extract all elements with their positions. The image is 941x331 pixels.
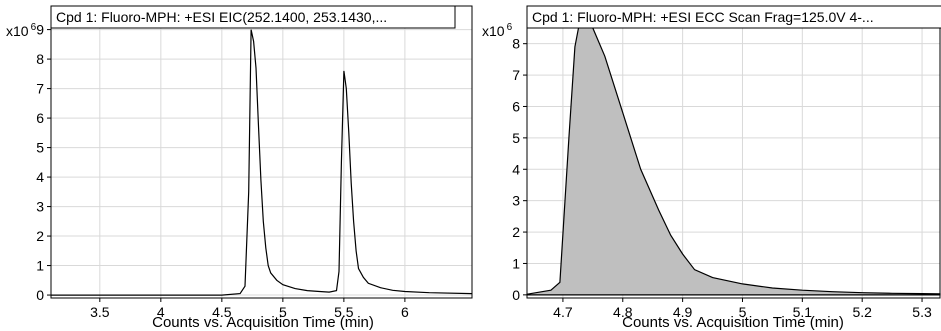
chart-right-y-tick-label-0: 0 [512, 287, 520, 303]
chart-left-y-multiplier: x10 6 [6, 22, 37, 39]
chart-right-y-tick-label-4: 4 [512, 161, 520, 177]
chart-right-x-ticks: 4.7 4.8 4.9 5 5.1 5.2 5.3 [553, 298, 932, 320]
chart-left-x-axis-title: Counts vs. Acquisition Time (min) [152, 314, 374, 331]
chart-right-y-ticks: 0 1 2 3 4 5 6 7 8 [512, 36, 527, 303]
chart-left-x-tick-label-1: 4 [157, 304, 165, 320]
chart-right-y-multiplier-base: x10 [482, 23, 505, 39]
chart-left-x-ticks: 3.5 4 4.5 5 5.5 6 [90, 298, 409, 320]
chart-right-x-tick-label-6: 5.3 [912, 304, 932, 320]
chart-left-title-box [50, 5, 456, 29]
chart-left-title: Cpd 1: Fluoro-MPH: +ESI EIC(252.1400, 25… [56, 9, 387, 25]
chart-right-y-tick-label-5: 5 [512, 130, 520, 146]
chart-right-y-multiplier-exp: 6 [507, 22, 513, 33]
chart-right-y-tick-label-2: 2 [512, 224, 520, 240]
chart-left-grid [51, 6, 472, 298]
chart-left-series-line [51, 29, 473, 296]
chart-right-x-tick-label-1: 4.8 [613, 304, 633, 320]
chart-right-series-area [526, 14, 941, 296]
chart-left-y-tick-label-0: 0 [36, 287, 44, 303]
chart-left-x-tick-label-3: 5 [279, 304, 287, 320]
chart-left-x-tick-label-2: 4.5 [212, 304, 232, 320]
chart-right-y-tick-label-1: 1 [512, 255, 520, 271]
chart-right-y-tick-label-7: 7 [512, 67, 520, 83]
chart-right-x-tick-label-4: 5.1 [793, 304, 813, 320]
chart-right-y-tick-label-6: 6 [512, 98, 520, 114]
chart-right-x-tick-label-3: 5 [739, 304, 747, 320]
chart-right-x-tick-label-5: 5.2 [852, 304, 872, 320]
chart-left-y-tick-label-7: 7 [36, 81, 44, 97]
chart-left-y-tick-label-3: 3 [36, 199, 44, 215]
chart-right-y-tick-label-8: 8 [512, 36, 520, 52]
chart-left-y-multiplier-base: x10 [6, 23, 29, 39]
chart-left-y-tick-label-2: 2 [36, 228, 44, 244]
chart-left-y-tick-label-5: 5 [36, 140, 44, 156]
chart-left-y-ticks: 0 1 2 3 4 5 6 7 8 9 [36, 22, 51, 303]
chart-left-y-multiplier-exp: 6 [31, 22, 37, 33]
chart-right-title: Cpd 1: Fluoro-MPH: +ESI ECC Scan Frag=12… [532, 9, 874, 25]
chart-left-y-tick-label-8: 8 [36, 51, 44, 67]
chart-left-frame [50, 5, 473, 299]
chart-left-x-tick-label-0: 3.5 [90, 304, 110, 320]
chart-left: Cpd 1: Fluoro-MPH: +ESI EIC(252.1400, 25… [6, 5, 473, 331]
chart-right-x-axis-title: Counts vs. Acquisition Time (min) [622, 314, 844, 331]
chart-left-x-tick-label-4: 5.5 [334, 304, 354, 320]
chart-right: Cpd 1: Fluoro-MPH: +ESI ECC Scan Frag=12… [482, 5, 941, 331]
chart-left-y-tick-label-1: 1 [36, 258, 44, 274]
chart-left-y-tick-label-9: 9 [36, 22, 44, 38]
chart-left-y-tick-label-4: 4 [36, 169, 44, 185]
chart-right-y-multiplier: x10 6 [482, 22, 513, 39]
chart-right-x-tick-label-0: 4.7 [553, 304, 573, 320]
chart-right-title-box [526, 5, 941, 29]
chart-right-x-tick-label-2: 4.9 [673, 304, 693, 320]
chart-left-y-tick-label-6: 6 [36, 110, 44, 126]
chart-left-x-tick-label-5: 6 [401, 304, 409, 320]
chart-right-y-tick-label-3: 3 [512, 193, 520, 209]
